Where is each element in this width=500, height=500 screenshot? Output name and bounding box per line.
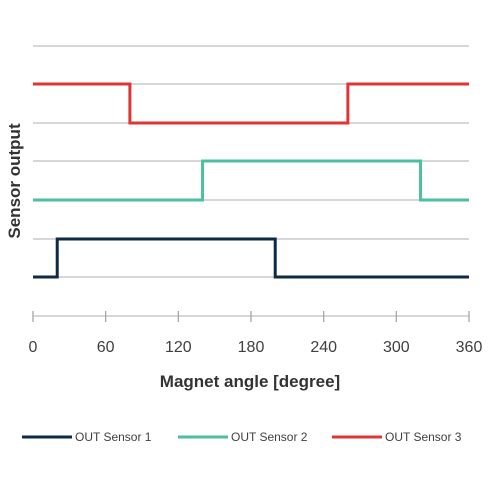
x-tick-label: 240 bbox=[310, 339, 337, 356]
x-tick-label: 60 bbox=[97, 339, 115, 356]
x-tick-label: 300 bbox=[383, 339, 410, 356]
x-axis bbox=[32, 311, 470, 322]
series-lines bbox=[33, 82, 469, 279]
legend: OUT Sensor 1 OUT Sensor 2 OUT Sensor 3 bbox=[22, 430, 462, 444]
legend-label-sensor-2: OUT Sensor 2 bbox=[231, 430, 308, 444]
legend-label-sensor-3: OUT Sensor 3 bbox=[385, 430, 462, 444]
series-line-sensor-2 bbox=[33, 159, 469, 202]
x-tick-label: 0 bbox=[29, 339, 38, 356]
y-axis-title: Sensor output bbox=[5, 123, 24, 239]
x-tick-label: 360 bbox=[456, 339, 483, 356]
x-axis-title: Magnet angle [degree] bbox=[160, 372, 340, 391]
series-line-sensor-1 bbox=[33, 237, 469, 279]
x-tick-label: 180 bbox=[238, 339, 265, 356]
x-tick-label: 120 bbox=[165, 339, 192, 356]
series-line-sensor-3 bbox=[33, 82, 469, 125]
x-tick-labels: 0 60 120 180 240 300 360 bbox=[29, 339, 483, 356]
legend-label-sensor-1: OUT Sensor 1 bbox=[75, 430, 152, 444]
